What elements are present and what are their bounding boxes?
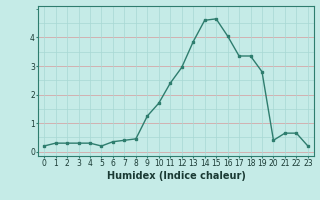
X-axis label: Humidex (Indice chaleur): Humidex (Indice chaleur) [107, 171, 245, 181]
